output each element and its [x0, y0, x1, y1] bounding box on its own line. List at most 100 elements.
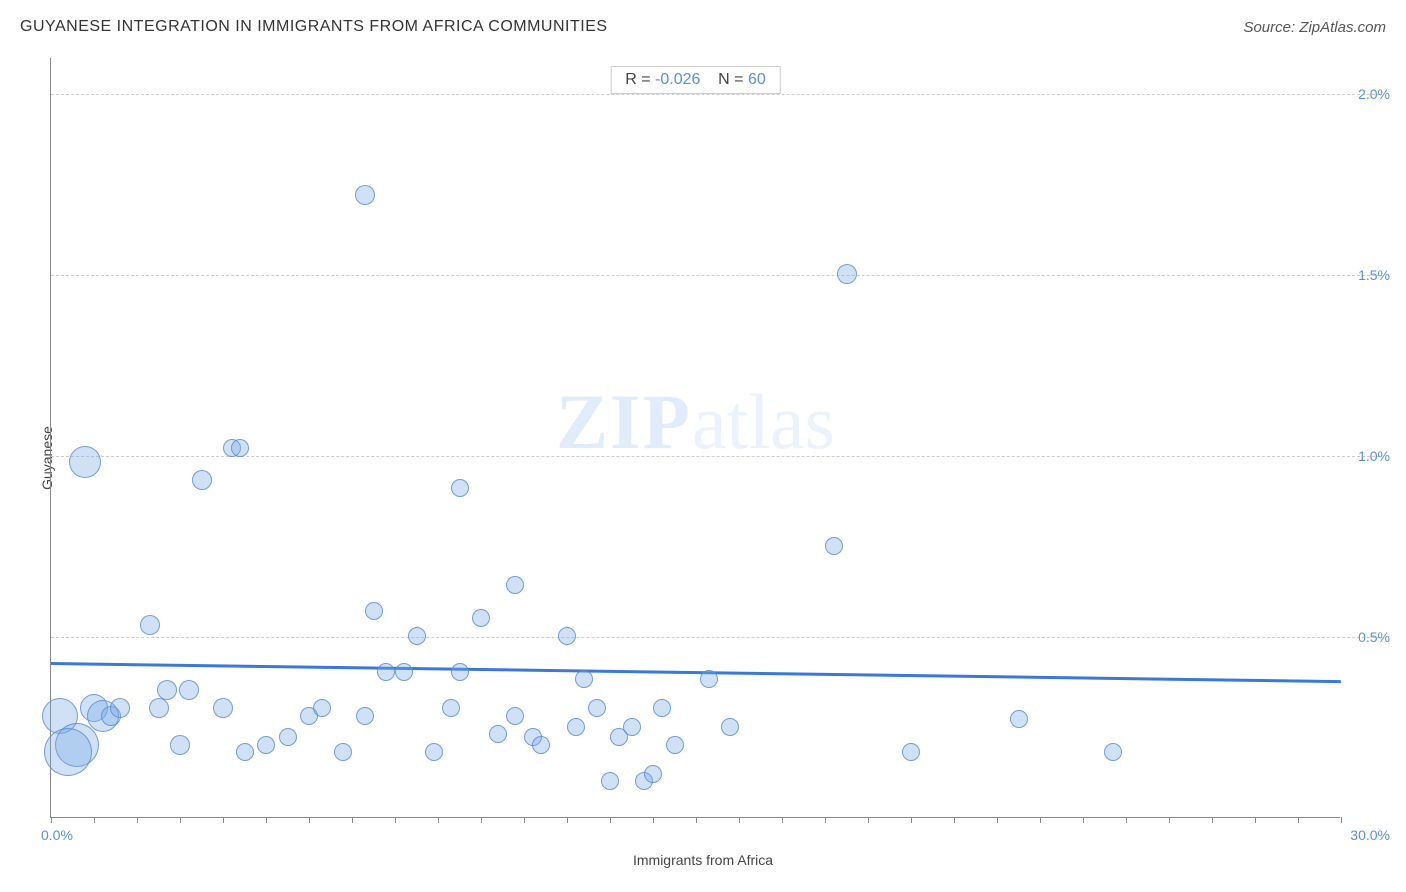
x-tick — [137, 817, 138, 823]
data-point — [355, 185, 375, 205]
trend-line — [51, 662, 1341, 683]
data-point — [653, 699, 671, 717]
data-point — [489, 725, 507, 743]
x-tick — [696, 817, 697, 823]
x-tick — [1255, 817, 1256, 823]
x-tick — [1341, 817, 1342, 823]
data-point — [170, 735, 190, 755]
data-point — [44, 728, 92, 776]
x-tick — [180, 817, 181, 823]
gridline — [51, 456, 1380, 457]
plot-area: ZIPatlas R = -0.026 N = 60 0.0% 30.0% 0.… — [50, 58, 1340, 818]
data-point — [356, 707, 374, 725]
data-point — [69, 446, 101, 478]
stats-box: R = -0.026 N = 60 — [610, 66, 781, 94]
data-point — [644, 765, 662, 783]
y-tick-label: 0.5% — [1358, 629, 1390, 645]
data-point — [558, 627, 576, 645]
x-tick — [1212, 817, 1213, 823]
x-tick — [1169, 817, 1170, 823]
y-tick-label: 2.0% — [1358, 86, 1390, 102]
x-tick — [524, 817, 525, 823]
data-point — [157, 680, 177, 700]
data-point — [588, 699, 606, 717]
x-tick — [266, 817, 267, 823]
x-tick — [739, 817, 740, 823]
data-point — [451, 663, 469, 681]
x-tick — [51, 817, 52, 823]
x-tick — [94, 817, 95, 823]
data-point — [700, 670, 718, 688]
x-max-label: 30.0% — [1350, 827, 1390, 843]
data-point — [506, 707, 524, 725]
data-point — [472, 609, 490, 627]
data-point — [408, 627, 426, 645]
y-tick-label: 1.0% — [1358, 448, 1390, 464]
r-label: R = — [625, 71, 650, 88]
x-tick — [954, 817, 955, 823]
watermark-zip: ZIP — [556, 378, 692, 465]
data-point — [179, 680, 199, 700]
data-point — [377, 663, 395, 681]
x-tick — [997, 817, 998, 823]
x-min-label: 0.0% — [41, 827, 73, 843]
x-tick — [868, 817, 869, 823]
x-tick — [1298, 817, 1299, 823]
data-point — [140, 615, 160, 635]
gridline — [51, 275, 1380, 276]
gridline — [51, 637, 1380, 638]
x-tick — [653, 817, 654, 823]
data-point — [601, 772, 619, 790]
gridline — [51, 94, 1380, 95]
data-point — [231, 439, 249, 457]
x-tick — [309, 817, 310, 823]
source-attribution: Source: ZipAtlas.com — [1243, 19, 1386, 36]
data-point — [902, 743, 920, 761]
x-tick — [911, 817, 912, 823]
data-point — [395, 663, 413, 681]
data-point — [279, 728, 297, 746]
data-point — [236, 743, 254, 761]
header: GUYANESE INTEGRATION IN IMMIGRANTS FROM … — [20, 18, 1386, 36]
data-point — [149, 698, 169, 718]
data-point — [451, 479, 469, 497]
x-tick — [567, 817, 568, 823]
n-value: 60 — [748, 71, 766, 88]
r-value: -0.026 — [655, 71, 700, 88]
x-tick — [610, 817, 611, 823]
watermark-atlas: atlas — [692, 378, 835, 465]
data-point — [567, 718, 585, 736]
data-point — [425, 743, 443, 761]
chart-title: GUYANESE INTEGRATION IN IMMIGRANTS FROM … — [20, 18, 608, 36]
data-point — [623, 718, 641, 736]
data-point — [532, 736, 550, 754]
x-tick — [223, 817, 224, 823]
data-point — [213, 698, 233, 718]
data-point — [837, 264, 857, 284]
watermark: ZIPatlas — [556, 377, 835, 467]
x-tick — [1126, 817, 1127, 823]
data-point — [825, 537, 843, 555]
data-point — [442, 699, 460, 717]
data-point — [110, 698, 130, 718]
n-label: N = — [718, 71, 743, 88]
data-point — [257, 736, 275, 754]
data-point — [575, 670, 593, 688]
y-tick-label: 1.5% — [1358, 267, 1390, 283]
data-point — [1010, 710, 1028, 728]
x-tick — [438, 817, 439, 823]
data-point — [334, 743, 352, 761]
x-tick — [825, 817, 826, 823]
x-tick — [352, 817, 353, 823]
data-point — [721, 718, 739, 736]
data-point — [1104, 743, 1122, 761]
x-tick — [395, 817, 396, 823]
x-tick — [481, 817, 482, 823]
x-tick — [1040, 817, 1041, 823]
chart-wrapper: Guyanese Immigrants from Africa ZIPatlas… — [20, 48, 1386, 868]
data-point — [506, 576, 524, 594]
data-point — [192, 470, 212, 490]
data-point — [666, 736, 684, 754]
data-point — [365, 602, 383, 620]
x-tick — [1083, 817, 1084, 823]
